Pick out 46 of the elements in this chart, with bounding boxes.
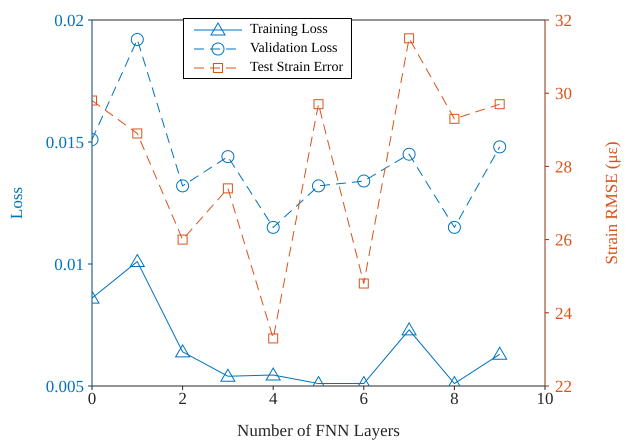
point	[130, 254, 145, 268]
point	[448, 220, 461, 234]
point	[176, 179, 190, 192]
point	[175, 344, 190, 358]
y2-tick-label: 32	[555, 11, 572, 30]
point	[222, 183, 233, 194]
y2-tick-label: 22	[555, 377, 572, 396]
x-axis-title: Number of FNN Layers	[237, 421, 400, 440]
y-axis-title: Loss	[7, 186, 26, 220]
point	[268, 333, 278, 344]
point	[132, 128, 142, 138]
y2-tick-label: 28	[555, 157, 572, 176]
x-tick-label: 2	[178, 389, 187, 408]
x-tick-label: 8	[450, 389, 459, 408]
y2-tick-label: 26	[555, 230, 572, 250]
point	[221, 150, 234, 164]
point	[266, 368, 281, 381]
x-tick-label: 0	[88, 389, 96, 408]
x-tick-label: 10	[536, 389, 554, 408]
point	[402, 322, 417, 336]
point	[404, 33, 414, 44]
legend-label: Test Strain Error	[250, 60, 344, 76]
y-tick-label: 0.02	[54, 11, 84, 30]
point	[493, 140, 506, 154]
point	[357, 174, 370, 188]
x-tick-label: 6	[360, 389, 368, 408]
x-tick-label: 4	[268, 389, 278, 408]
legend-label: Validation Loss	[250, 40, 338, 56]
y2-axis-title: Strain RMSE (με)	[602, 142, 622, 264]
legend-label: Training Loss	[250, 22, 328, 38]
y2-tick-label: 30	[555, 84, 572, 104]
y2-tick-label: 24	[555, 304, 572, 323]
point	[314, 99, 324, 110]
point	[130, 33, 144, 46]
point	[358, 278, 369, 289]
point	[220, 368, 236, 382]
y-tick-label: 0.015	[46, 133, 84, 152]
point	[312, 179, 325, 192]
point	[492, 346, 508, 360]
point	[266, 220, 280, 234]
point	[449, 114, 460, 124]
point	[494, 99, 505, 110]
point	[178, 234, 188, 245]
point	[402, 148, 416, 161]
y-tick-label: 0.005	[46, 377, 84, 396]
y-tick-label: 0.01	[54, 255, 84, 274]
